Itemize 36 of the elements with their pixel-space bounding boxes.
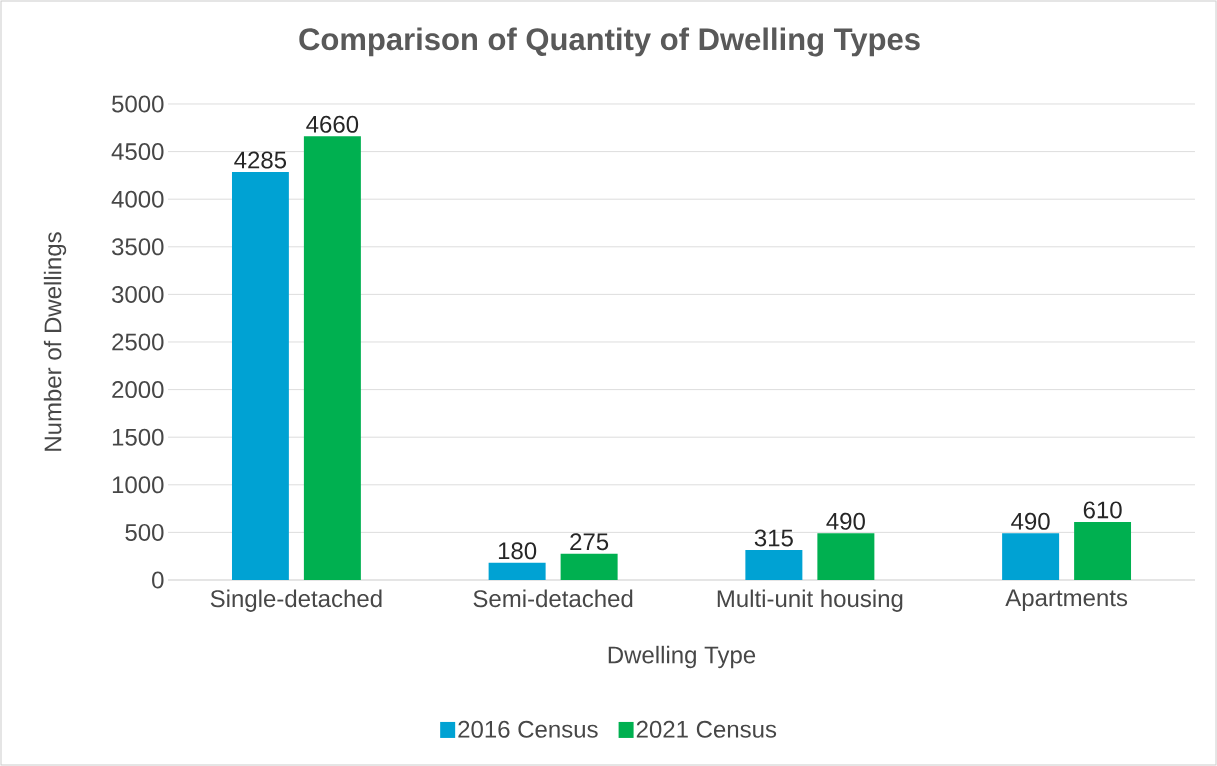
bar <box>303 136 361 580</box>
chart-title: Comparison of Quantity of Dwelling Types <box>299 27 920 57</box>
bar <box>560 553 618 580</box>
data-label: 490 <box>826 512 865 530</box>
y-tick-label: 3000 <box>111 285 164 303</box>
x-tick-label: Single-detached <box>210 589 382 612</box>
y-tick-label: 3500 <box>111 238 164 256</box>
y-tick-label: 5000 <box>112 95 164 113</box>
bar <box>817 533 875 580</box>
x-tick-label: Multi-unit housing <box>717 589 903 612</box>
x-axis-title: Dwelling Type <box>608 645 756 669</box>
x-tick-label: Semi-detached <box>473 589 633 608</box>
y-tick-label: 500 <box>125 523 164 541</box>
y-tick-label: 2000 <box>112 381 164 399</box>
bar <box>1074 521 1132 580</box>
data-label: 275 <box>570 533 609 551</box>
data-label: 180 <box>498 542 537 560</box>
y-tick-label: 0 <box>152 571 164 589</box>
y-tick-label: 4500 <box>111 143 164 161</box>
data-label: 315 <box>754 529 793 547</box>
legend-label: 2021 Census <box>636 720 777 738</box>
data-label: 610 <box>1083 501 1122 519</box>
bar <box>745 550 803 580</box>
y-axis-title: Number of Dwellings <box>43 232 67 451</box>
bar <box>488 562 546 580</box>
y-tick-label: 1000 <box>112 476 164 494</box>
y-tick-label: 4000 <box>111 190 164 208</box>
data-label: 4285 <box>234 151 287 169</box>
bar <box>231 172 289 580</box>
bar <box>1002 533 1060 580</box>
x-tick-label: Apartments <box>1005 589 1128 612</box>
y-tick-label: 2500 <box>112 333 164 351</box>
legend-label: 2016 Census <box>458 720 598 738</box>
y-tick-label: 1500 <box>112 428 164 446</box>
data-label: 490 <box>1011 512 1050 530</box>
data-label: 4660 <box>306 115 359 133</box>
